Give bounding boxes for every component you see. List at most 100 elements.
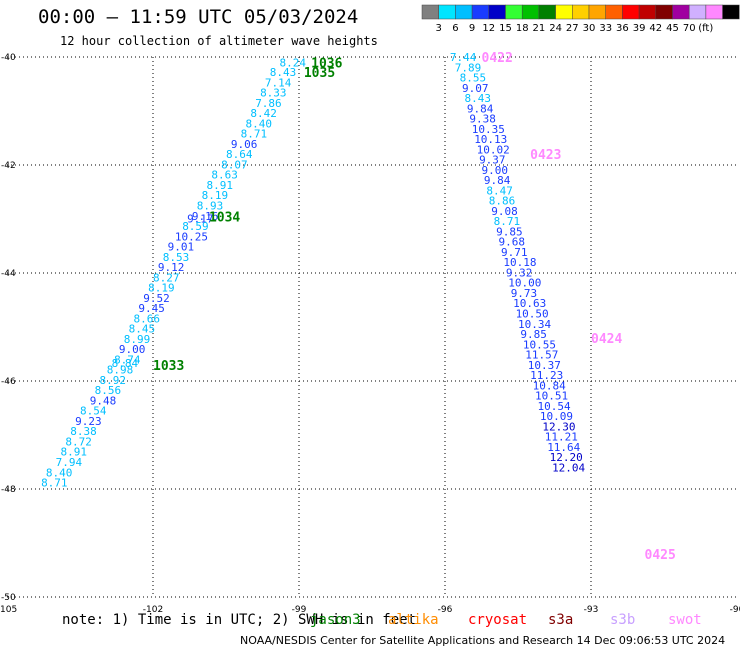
wave-height-label: 9.16 bbox=[192, 210, 219, 223]
wave-height-label: 9.00 bbox=[119, 343, 146, 356]
wave-height-label: 8.99 bbox=[124, 333, 151, 346]
wave-height-label: 9.45 bbox=[138, 302, 165, 315]
wave-height-label: 8.91 bbox=[61, 446, 88, 459]
legend-unit: (ft) bbox=[698, 23, 713, 34]
wave-height-label: 12.04 bbox=[552, 461, 585, 474]
wave-height-label: 8.07 bbox=[221, 158, 248, 171]
wave-height-label: 8.56 bbox=[95, 384, 122, 397]
x-tick-label: -93 bbox=[584, 605, 599, 615]
wave-height-label: 9.12 bbox=[158, 261, 185, 274]
wave-height-label: 7.14 bbox=[265, 76, 292, 89]
wave-height-label: 9.08 bbox=[491, 205, 518, 218]
wave-height-label: 7.89 bbox=[455, 61, 482, 74]
wave-height-label: 8.42 bbox=[250, 107, 276, 120]
wave-height-label: 8.43 bbox=[464, 92, 491, 105]
wave-height-label: 8.71 bbox=[241, 128, 268, 141]
legend-label: 12 bbox=[482, 23, 495, 34]
legend-label: 9 bbox=[469, 23, 475, 34]
legend-label: 30 bbox=[583, 23, 596, 34]
wave-height-label: 9.38 bbox=[469, 113, 496, 126]
wave-height-label: 10.37 bbox=[528, 359, 561, 372]
wave-height-label: 10.34 bbox=[518, 318, 551, 331]
legend-label: 3 bbox=[436, 23, 442, 34]
y-tick-label: -50 bbox=[1, 593, 16, 603]
wave-height-label: 8.66 bbox=[134, 312, 161, 325]
satellite-name-s3b: s3b bbox=[610, 612, 636, 628]
wave-height-label: 10.35 bbox=[472, 123, 505, 136]
wave-height-label: 8.92 bbox=[99, 374, 126, 387]
wave-height-label: 11.21 bbox=[545, 431, 578, 444]
wave-height-label: 10.09 bbox=[540, 410, 573, 423]
chart-title: 00:00 – 11:59 UTC 05/03/2024 bbox=[38, 6, 359, 28]
wave-height-label: 10.54 bbox=[537, 400, 570, 413]
wave-height-label: 12.20 bbox=[550, 451, 583, 464]
wave-height-label: 9.17 bbox=[187, 212, 214, 225]
legend-label: 15 bbox=[499, 23, 512, 34]
legend-label: 33 bbox=[599, 23, 612, 34]
wave-height-label: 8.98 bbox=[107, 364, 133, 377]
wave-height-label: 9.23 bbox=[75, 415, 102, 428]
wave-height-label: 10.00 bbox=[508, 277, 541, 290]
wave-height-label: 10.50 bbox=[516, 308, 549, 321]
wave-height-label: 9.32 bbox=[506, 266, 533, 279]
color-legend: 3 6 9 12 15 18 21 24 27 30 33 36 39 42 45 70 (ft) bbox=[421, 4, 740, 34]
satellite-name-altika: altika bbox=[388, 612, 439, 628]
legend-label: 39 bbox=[633, 23, 646, 34]
wave-height-label: 12.30 bbox=[542, 420, 575, 433]
wave-height-label: 8.19 bbox=[148, 282, 175, 295]
y-tick-label: -42 bbox=[1, 161, 16, 171]
wave-height-label: 9.68 bbox=[499, 236, 526, 249]
wave-height-label: 9.84 bbox=[484, 174, 511, 187]
wave-height-label: 8.54 bbox=[80, 405, 107, 418]
pass-time-label: 1036 bbox=[311, 56, 342, 71]
wave-height-label: 10.25 bbox=[175, 230, 208, 243]
wave-height-label: 7.44 bbox=[450, 51, 477, 64]
legend-label: 70 bbox=[683, 23, 696, 34]
wave-height-label: 8.53 bbox=[163, 251, 190, 264]
satellite-name-jason3: jason3 bbox=[310, 612, 361, 628]
pass-time-label: 1033 bbox=[153, 359, 184, 374]
wave-height-label: 8.38 bbox=[70, 425, 97, 438]
wave-height-label: 8.63 bbox=[211, 169, 238, 182]
wave-height-label: 8.93 bbox=[197, 200, 224, 213]
chart-subtitle: 12 hour collection of altimeter wave hei… bbox=[60, 34, 378, 48]
x-tick-label: -96 bbox=[438, 605, 453, 615]
wave-height-label: 8.19 bbox=[202, 189, 229, 202]
legend-label: 6 bbox=[452, 23, 458, 34]
pass-time-label: 0423 bbox=[530, 148, 561, 163]
wave-height-label: 9.48 bbox=[90, 394, 117, 407]
legend-label: 21 bbox=[533, 23, 546, 34]
legend-swatch bbox=[722, 4, 740, 20]
satellite-name-s3a: s3a bbox=[548, 612, 574, 628]
x-tick-label: -102 bbox=[143, 605, 163, 615]
wave-height-label: 8.33 bbox=[260, 87, 287, 100]
y-tick-label: -40 bbox=[1, 53, 16, 63]
wave-height-label: 7.94 bbox=[56, 456, 83, 469]
wave-height-label: 11.64 bbox=[547, 441, 580, 454]
legend-label: 36 bbox=[616, 23, 629, 34]
y-tick-label: -46 bbox=[1, 377, 16, 387]
wave-height-label: 9.71 bbox=[501, 246, 528, 259]
wave-height-label: 8.91 bbox=[207, 179, 234, 192]
wave-height-label: 10.02 bbox=[477, 143, 510, 156]
wave-height-label: 11.23 bbox=[530, 369, 563, 382]
wave-height-label: 9.84 bbox=[467, 102, 494, 115]
legend-label: 27 bbox=[566, 23, 579, 34]
wave-height-label: 8.55 bbox=[460, 72, 487, 85]
wave-height-label: 8.43 bbox=[270, 66, 297, 79]
wave-height-label: 8.45 bbox=[129, 323, 156, 336]
pass-time-label: 0424 bbox=[591, 332, 622, 347]
wave-height-label: 9.85 bbox=[496, 225, 522, 238]
x-tick-label: -105 bbox=[0, 605, 17, 615]
wave-height-label: 10.55 bbox=[523, 338, 556, 351]
footer-credit: NOAA/NESDIS Center for Satellite Applica… bbox=[240, 634, 726, 647]
wave-height-label: 8.72 bbox=[65, 435, 92, 448]
wave-height-label: 9.37 bbox=[479, 154, 506, 167]
satellite-name-cryosat: cryosat bbox=[468, 612, 528, 628]
legend-label: 24 bbox=[549, 23, 562, 34]
wave-height-label: 8.74 bbox=[114, 353, 141, 366]
wave-height-label: 9.52 bbox=[143, 292, 170, 305]
x-tick-label: -90 bbox=[730, 605, 740, 615]
pass-time-label: 0425 bbox=[645, 548, 676, 563]
